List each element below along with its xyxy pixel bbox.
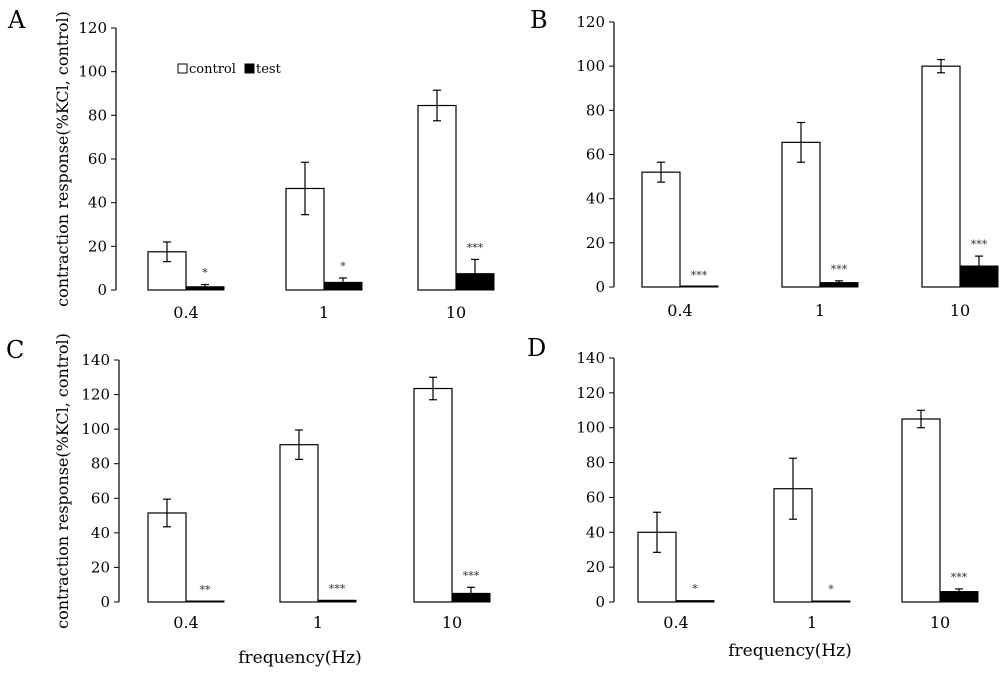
bar-test [939, 591, 979, 603]
panel-letter: A [7, 6, 26, 34]
y-tick-label: 80 [91, 455, 110, 473]
panel-letter: C [6, 336, 24, 364]
significance-label: *** [691, 269, 708, 282]
y-tick-label: 80 [586, 101, 605, 119]
significance-label: *** [951, 571, 968, 584]
bar-control [147, 512, 187, 603]
y-tick-label: 60 [88, 150, 107, 168]
significance-label: * [828, 583, 834, 596]
y-tick-label: 100 [576, 57, 605, 75]
y-tick-label: 0 [595, 593, 605, 611]
x-tick-label: 0.4 [173, 613, 198, 632]
significance-label: *** [971, 238, 988, 251]
panel-a: A 0 20 40 60 80 100 120 contraction response(%KC… [7, 6, 495, 322]
panel-b: B 0 20 40 60 80 100 120 *** 0.4 *** 1 *** 10 [530, 6, 999, 320]
y-tick-label: 0 [595, 278, 605, 296]
x-tick-label: 1 [313, 613, 323, 632]
y-tick-label: 0 [100, 593, 110, 611]
x-tick-label: 0.4 [663, 613, 688, 632]
y-tick-label: 80 [88, 106, 107, 124]
y-tick-label: 60 [91, 489, 110, 507]
y-tick-label: 100 [576, 419, 605, 437]
significance-label: *** [329, 582, 346, 595]
y-tick-label: 120 [576, 384, 605, 402]
x-tick-label: 10 [446, 303, 466, 322]
significance-label: * [202, 267, 208, 280]
bar-control [641, 171, 681, 288]
significance-label: *** [467, 241, 484, 254]
significance-label: *** [463, 569, 480, 582]
y-tick-label: 80 [586, 454, 605, 472]
x-tick-label: 1 [815, 301, 825, 320]
legend-swatch-control [177, 63, 188, 74]
bar-control [285, 187, 325, 291]
significance-label: * [340, 260, 346, 273]
bar-test [451, 592, 491, 603]
y-tick-label: 120 [576, 13, 605, 31]
bar-control [417, 104, 457, 291]
panel-letter: D [527, 334, 546, 362]
y-tick-label: 20 [586, 234, 605, 252]
x-axis-label: frequency(Hz) [238, 648, 362, 668]
x-tick-label: 1 [807, 613, 817, 632]
bar-test [455, 273, 495, 291]
legend-swatch-test [244, 63, 255, 74]
x-tick-label: 1 [319, 303, 329, 322]
bar-test [679, 285, 719, 288]
bar-test [811, 600, 851, 603]
panel-c: C 0 20 40 60 80 100 120 140 contraction response(… [6, 333, 491, 668]
y-tick-label: 20 [91, 558, 110, 576]
bar-control [781, 141, 821, 288]
y-tick-label: 0 [97, 281, 107, 299]
y-tick-label: 60 [586, 488, 605, 506]
legend-label-test: test [256, 62, 282, 77]
legend-label-control: control [189, 62, 236, 77]
y-axis-label: contraction response(%KCl, control) [53, 11, 72, 307]
y-axis-label: contraction response(%KCl, control) [53, 333, 72, 629]
y-tick-label: 120 [78, 19, 107, 37]
bar-control [921, 65, 961, 288]
x-tick-label: 10 [930, 613, 950, 632]
significance-label: *** [831, 263, 848, 276]
y-tick-label: 140 [81, 351, 110, 369]
y-tick-label: 60 [586, 146, 605, 164]
y-tick-label: 40 [91, 524, 110, 542]
x-axis-label: frequency(Hz) [728, 641, 852, 661]
bar-control [901, 418, 941, 603]
bar-test [185, 600, 225, 603]
y-tick-label: 140 [576, 349, 605, 367]
y-tick-label: 120 [81, 386, 110, 404]
significance-label: ** [200, 583, 212, 596]
bar-test [959, 265, 999, 288]
bar-control [279, 444, 319, 603]
y-tick-label: 40 [586, 190, 605, 208]
y-tick-label: 20 [586, 558, 605, 576]
y-tick-label: 40 [586, 523, 605, 541]
y-tick-label: 100 [78, 63, 107, 81]
y-tick-label: 20 [88, 237, 107, 255]
bar-test [675, 600, 715, 603]
y-tick-label: 100 [81, 420, 110, 438]
x-tick-label: 10 [950, 301, 970, 320]
bar-control [413, 387, 453, 603]
bar-test [323, 281, 363, 291]
bar-test [819, 282, 859, 288]
bar-test [317, 599, 357, 603]
x-tick-label: 10 [442, 613, 462, 632]
x-tick-label: 0.4 [667, 301, 692, 320]
x-tick-label: 0.4 [173, 303, 198, 322]
panel-letter: B [530, 6, 548, 34]
y-tick-label: 40 [88, 194, 107, 212]
significance-label: * [692, 583, 698, 596]
bar-test [185, 286, 225, 291]
panel-d: D 0 20 40 60 80 100 120 140 * 0.4 * 1 *** 10 frequency(… [527, 334, 979, 661]
